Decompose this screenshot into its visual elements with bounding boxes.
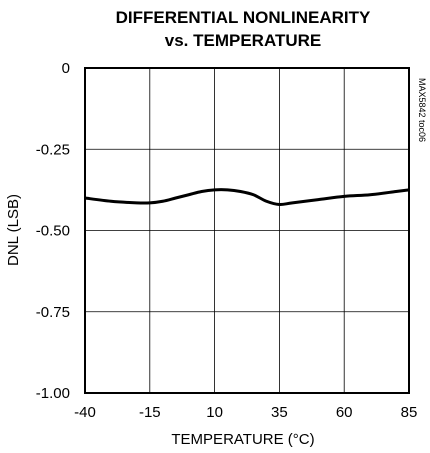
x-tick-label: 60 bbox=[336, 404, 353, 421]
plot-frame bbox=[84, 67, 410, 394]
dnl-series-line bbox=[84, 188, 410, 207]
x-tick-label: -40 bbox=[74, 404, 96, 421]
chart-watermark: MAX5842 toc06 bbox=[417, 78, 427, 142]
data-series bbox=[84, 188, 410, 207]
x-tick-label: -15 bbox=[139, 404, 161, 421]
x-axis-label: TEMPERATURE (°C) bbox=[171, 431, 314, 448]
chart-title-line-1: DIFFERENTIAL NONLINEARITY bbox=[116, 8, 371, 27]
x-tick-label: 10 bbox=[206, 404, 223, 421]
x-tick-label: 85 bbox=[401, 404, 418, 421]
x-tick-label: 35 bbox=[271, 404, 288, 421]
y-tick-label: -0.25 bbox=[36, 141, 70, 158]
y-tick-label: -0.50 bbox=[36, 223, 70, 240]
y-tick-label: -1.00 bbox=[36, 385, 70, 402]
y-tick-label: 0 bbox=[62, 60, 70, 77]
y-tick-label: -0.75 bbox=[36, 304, 70, 321]
chart-title-line-2: vs. TEMPERATURE bbox=[165, 31, 322, 50]
grid-lines bbox=[85, 68, 409, 393]
y-axis-label: DNL (LSB) bbox=[5, 194, 22, 266]
y-tick-labels: 0 -0.25 -0.50 -0.75 -1.00 bbox=[36, 60, 70, 402]
x-tick-labels: -40 -15 10 35 60 85 bbox=[74, 404, 417, 421]
